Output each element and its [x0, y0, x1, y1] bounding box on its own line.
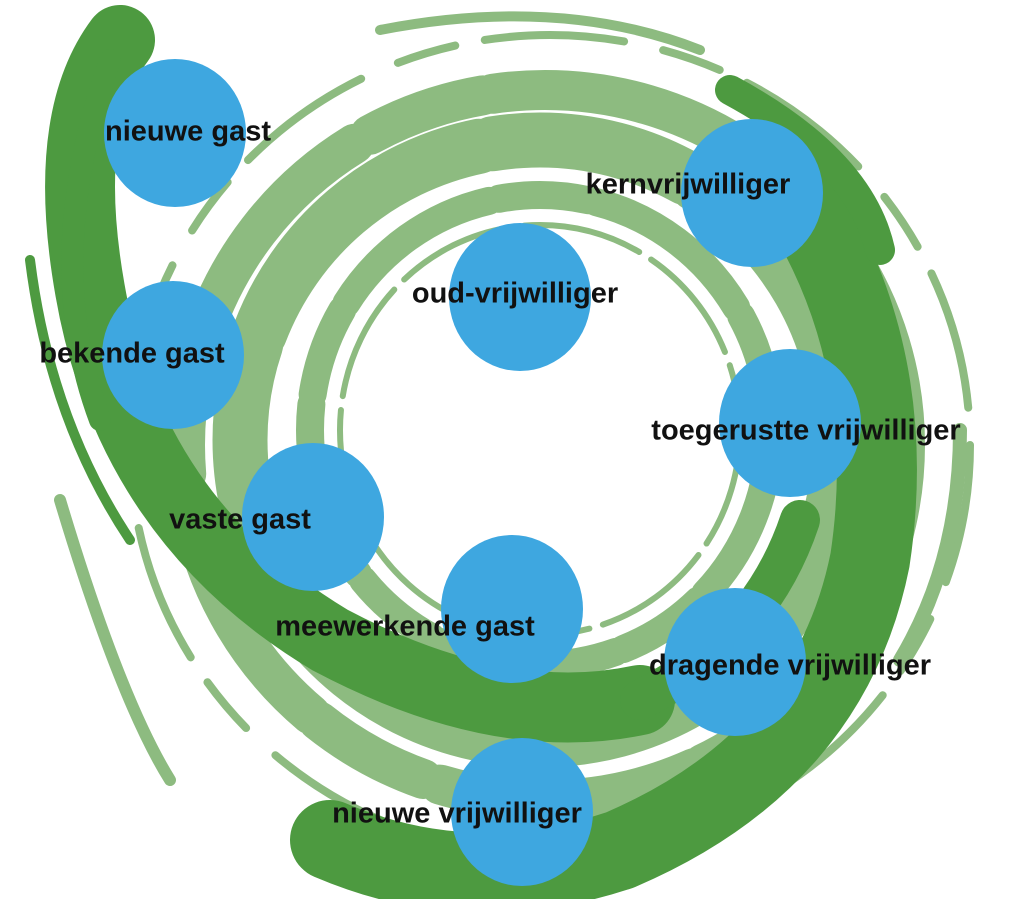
- node-circle: [441, 535, 583, 683]
- node-label: vaste gast: [169, 504, 311, 536]
- node-label: kernvrijwilliger: [586, 169, 791, 201]
- node-label: toegerustte vrijwilliger: [651, 415, 960, 447]
- node-label: bekende gast: [39, 338, 225, 370]
- node-label: meewerkende gast: [275, 611, 535, 643]
- node-label: nieuwe vrijwilliger: [332, 798, 582, 830]
- diagram: nieuwe gast kernvrijwilliger oud-vrijwilli…: [0, 0, 1009, 899]
- node-label: dragende vrijwilliger: [649, 650, 931, 682]
- node-label: nieuwe gast: [105, 116, 271, 148]
- node-label: oud-vrijwilliger: [412, 278, 618, 310]
